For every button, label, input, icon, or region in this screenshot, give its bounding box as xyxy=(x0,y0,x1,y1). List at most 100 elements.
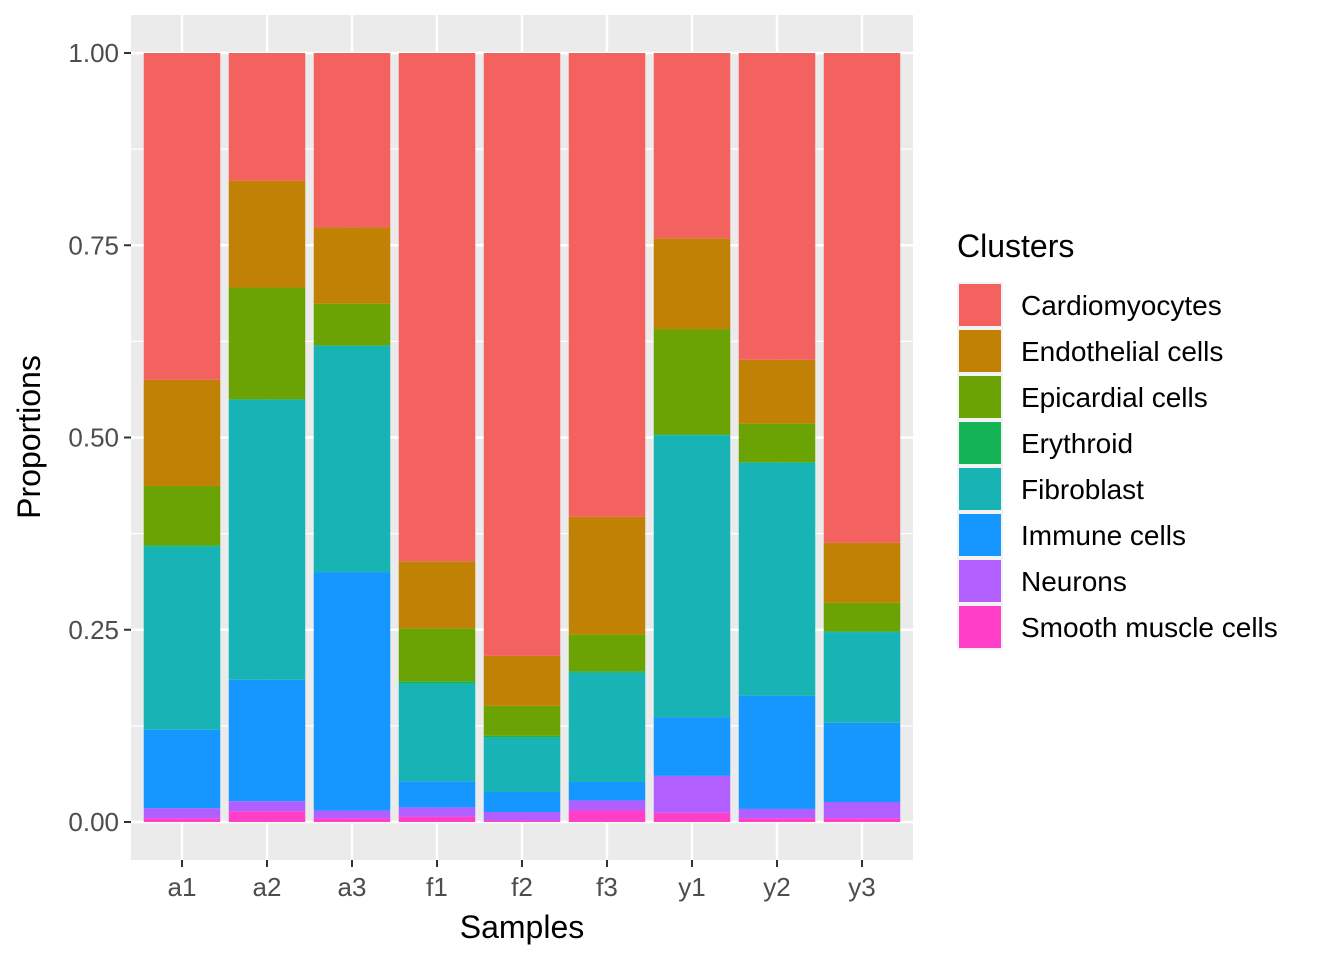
y-tick-label: 0.25 xyxy=(68,615,119,645)
bar-segment-y1-fibroblast xyxy=(653,435,731,718)
legend-label-cardiomyocytes: Cardiomyocytes xyxy=(1021,290,1222,321)
bar-segment-a2-immune-cells xyxy=(228,679,306,802)
bar-segment-a1-cardiomyocytes xyxy=(143,53,221,380)
x-tick-label-y1: y1 xyxy=(678,872,705,902)
bar-segment-a3-immune-cells xyxy=(313,572,391,811)
bar-segment-a3-cardiomyocytes xyxy=(313,53,391,228)
bar-segment-f2-erythroid xyxy=(483,735,561,738)
bar-segment-y3-endothelial-cells xyxy=(823,542,901,603)
bar-segment-f1-epicardial-cells xyxy=(398,628,476,682)
bar-segment-y1-neurons xyxy=(653,775,731,813)
bar-segment-y3-smooth-muscle-cells xyxy=(823,818,901,822)
bar-segment-f2-smooth-muscle-cells xyxy=(483,820,561,822)
legend-swatch-epicardial-cells xyxy=(959,376,1001,418)
bar-segment-a3-neurons xyxy=(313,810,391,819)
legend-swatch-fibroblast xyxy=(959,468,1001,510)
bar-segment-f3-cardiomyocytes xyxy=(568,53,646,517)
bar-segment-y1-erythroid xyxy=(653,434,731,436)
bar-segment-y1-endothelial-cells xyxy=(653,238,731,330)
bar-segment-a1-erythroid xyxy=(143,545,221,547)
y-tick-label: 0.75 xyxy=(68,230,119,260)
bar-segment-y2-endothelial-cells xyxy=(738,359,816,424)
legend-title: Clusters xyxy=(957,228,1074,264)
bar-segment-a1-endothelial-cells xyxy=(143,379,221,486)
bar-segment-a1-smooth-muscle-cells xyxy=(143,818,221,822)
bar-segment-a1-fibroblast xyxy=(143,546,221,730)
bar-segment-f2-neurons xyxy=(483,812,561,821)
bar-segment-y1-immune-cells xyxy=(653,717,731,776)
bar-segment-f3-endothelial-cells xyxy=(568,516,646,635)
bar-segment-f2-cardiomyocytes xyxy=(483,53,561,656)
legend-label-neurons: Neurons xyxy=(1021,566,1127,597)
bar-segment-y1-smooth-muscle-cells xyxy=(653,812,731,822)
bar-segment-f3-smooth-muscle-cells xyxy=(568,810,646,822)
legend-label-epicardial-cells: Epicardial cells xyxy=(1021,382,1208,413)
bar-segment-f3-neurons xyxy=(568,800,646,811)
legend-label-immune-cells: Immune cells xyxy=(1021,520,1186,551)
legend-swatch-cardiomyocytes xyxy=(959,284,1001,326)
bar-segment-y3-epicardial-cells xyxy=(823,602,901,632)
legend-swatch-smooth-muscle-cells xyxy=(959,606,1001,648)
y-tick-label: 0.00 xyxy=(68,807,119,837)
bar-segment-a2-epicardial-cells xyxy=(228,287,306,400)
bar-segment-y2-neurons xyxy=(738,808,816,819)
bar-segment-f1-immune-cells xyxy=(398,781,476,808)
x-tick-label-a1: a1 xyxy=(168,872,197,902)
bar-segment-f1-erythroid xyxy=(398,681,476,684)
legend-swatch-erythroid xyxy=(959,422,1001,464)
legend-swatch-immune-cells xyxy=(959,514,1001,556)
legend-label-endothelial-cells: Endothelial cells xyxy=(1021,336,1223,367)
legend: Clusters Cardiomyocytes Endothelial cells… xyxy=(957,228,1278,650)
bar-segment-f3-fibroblast xyxy=(568,672,646,783)
legend-label-smooth-muscle-cells: Smooth muscle cells xyxy=(1021,612,1278,643)
bar-segment-a2-endothelial-cells xyxy=(228,180,306,288)
bar-segment-y2-erythroid xyxy=(738,462,816,463)
x-tick-label-f1: f1 xyxy=(426,872,448,902)
bar-segment-y2-fibroblast xyxy=(738,462,816,696)
bar-segment-a2-smooth-muscle-cells xyxy=(228,811,306,822)
bar-segment-a2-cardiomyocytes xyxy=(228,53,306,181)
legend-label-fibroblast: Fibroblast xyxy=(1021,474,1144,505)
bar-segment-y3-immune-cells xyxy=(823,722,901,803)
bar-segment-a2-neurons xyxy=(228,801,306,812)
bar-segment-f1-fibroblast xyxy=(398,683,476,782)
x-tick-label-f2: f2 xyxy=(511,872,533,902)
legend-items: Cardiomyocytes Endothelial cells Epicardia… xyxy=(957,282,1278,650)
bar-segment-a3-epicardial-cells xyxy=(313,303,391,346)
legend-swatch-endothelial-cells xyxy=(959,330,1001,372)
bar-segment-a3-fibroblast xyxy=(313,345,391,573)
bar-segment-y3-erythroid xyxy=(823,631,901,633)
bar-segment-y2-cardiomyocytes xyxy=(738,53,816,360)
bar-segment-a3-endothelial-cells xyxy=(313,227,391,304)
bar-segment-y1-epicardial-cells xyxy=(653,329,731,435)
x-axis: a1 a2 a3 f1 f2 f3 y1 y2 y3 xyxy=(168,860,876,902)
bar-segment-f3-erythroid xyxy=(568,671,646,673)
bar-segment-y2-epicardial-cells xyxy=(738,423,816,463)
y-tick-label: 1.00 xyxy=(68,38,119,68)
bar-segment-f3-immune-cells xyxy=(568,782,646,801)
bar-segment-f3-epicardial-cells xyxy=(568,634,646,672)
x-tick-label-f3: f3 xyxy=(596,872,618,902)
bar-segment-f2-endothelial-cells xyxy=(483,655,561,706)
bar-segment-a3-erythroid xyxy=(313,345,391,346)
bar-segment-a1-neurons xyxy=(143,808,221,819)
bar-segment-f2-immune-cells xyxy=(483,792,561,813)
bar-segment-a1-epicardial-cells xyxy=(143,485,221,546)
x-tick-label-y3: y3 xyxy=(848,872,875,902)
bar-segment-a2-fibroblast xyxy=(228,399,306,680)
bar-segment-f1-endothelial-cells xyxy=(398,561,476,629)
bar-segment-a3-smooth-muscle-cells xyxy=(313,818,391,822)
bar-segment-f1-cardiomyocytes xyxy=(398,53,476,562)
x-tick-label-a3: a3 xyxy=(338,872,367,902)
bar-segment-y2-immune-cells xyxy=(738,695,816,809)
bar-segment-y3-neurons xyxy=(823,802,901,819)
x-axis-title: Samples xyxy=(460,909,585,945)
bars xyxy=(143,53,901,822)
bar-segment-y3-cardiomyocytes xyxy=(823,53,901,543)
x-tick-label-y2: y2 xyxy=(763,872,790,902)
y-tick-label: 0.50 xyxy=(68,423,119,453)
bar-segment-y1-cardiomyocytes xyxy=(653,53,731,239)
x-tick-label-a2: a2 xyxy=(253,872,282,902)
y-axis: 0.00 0.25 0.50 0.75 1.00 xyxy=(68,38,131,837)
